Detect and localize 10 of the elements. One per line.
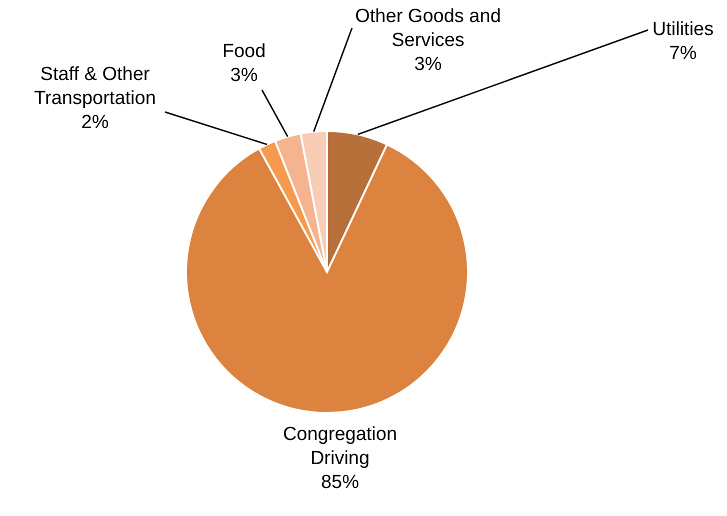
data-label: 7% <box>669 43 697 64</box>
slice-label: Other Goods and Services <box>355 6 501 51</box>
slice-label: Food <box>222 41 266 62</box>
data-label: 3% <box>414 54 442 75</box>
data-label: 2% <box>81 112 109 133</box>
slice-label: Utilities <box>652 19 714 40</box>
data-label: 85% <box>320 472 360 493</box>
data-label: 3% <box>230 65 258 86</box>
slice-label: Staff & Other Transportation <box>34 64 156 109</box>
slice-label: Congregation Driving <box>282 424 398 469</box>
